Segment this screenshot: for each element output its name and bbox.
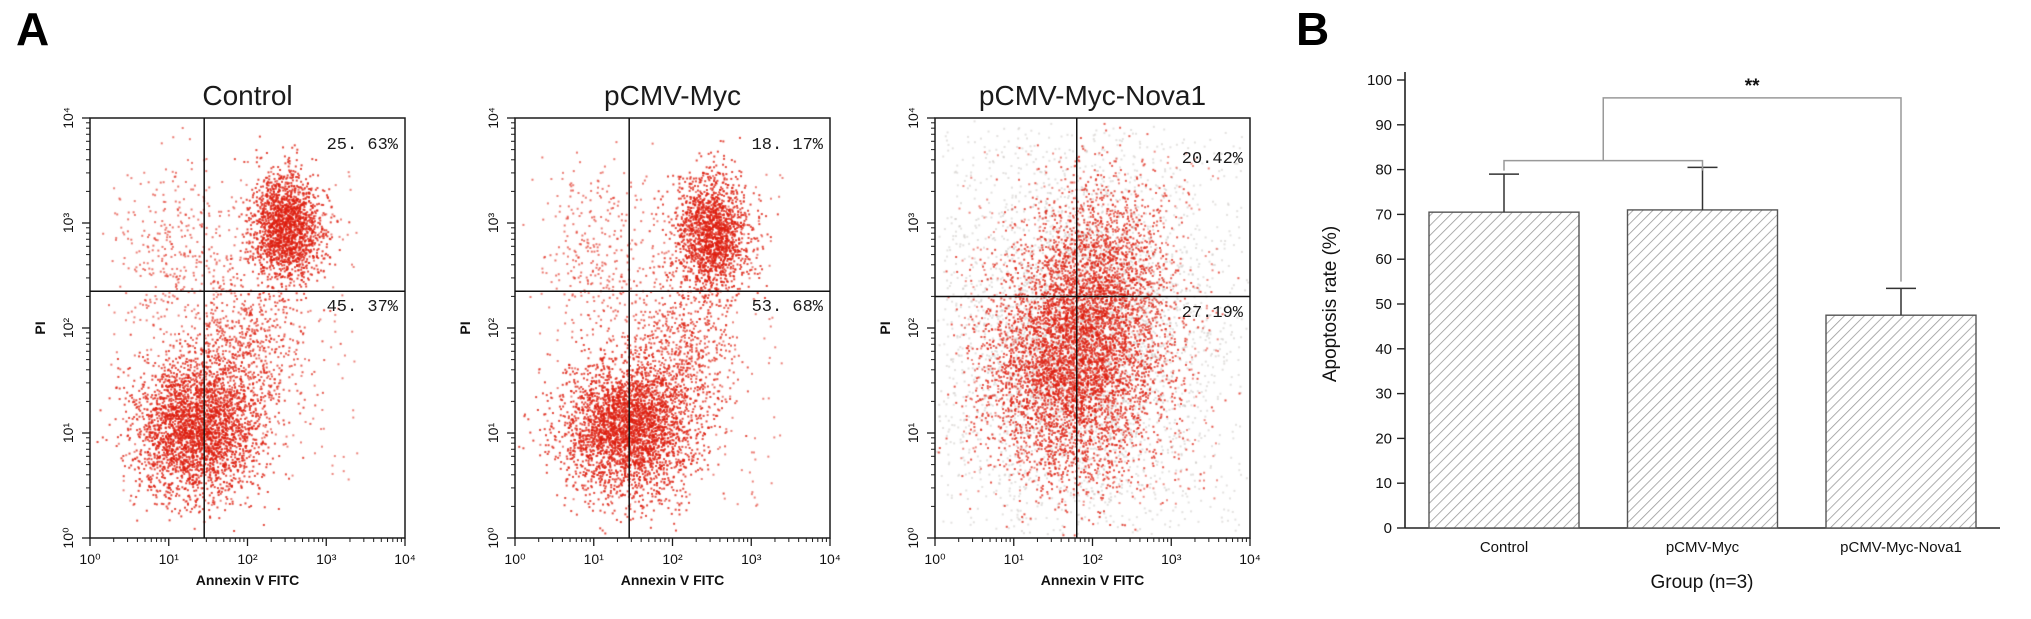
- significance-label: **: [1745, 76, 1760, 97]
- x-tick-label: 10³: [1161, 551, 1182, 567]
- y-tick-label: 10²: [485, 318, 501, 339]
- panel-a-label: A: [16, 3, 50, 55]
- x-tick-label: 10³: [316, 551, 337, 567]
- y-tick-label: 10¹: [485, 423, 501, 444]
- y-tick-label: 10²: [60, 318, 76, 339]
- y-tick-label: 10⁴: [905, 107, 921, 129]
- x-tick-label: 10⁴: [394, 551, 416, 567]
- y-tick-label: 30: [1375, 386, 1392, 403]
- quadrant-lower-right-pct: 53. 68%: [751, 298, 823, 317]
- quadrant-upper-right-pct: 20.42%: [1181, 150, 1243, 169]
- y-tick-label: 60: [1375, 251, 1392, 268]
- bracket-lower: [1503, 159, 1704, 171]
- flow-plot-pcmv-myc-nova1: pCMV-Myc-Nova1 10⁰10⁰10¹10¹10²10²10³10³1…: [875, 60, 1295, 590]
- y-axis-label: PI: [457, 321, 473, 335]
- y-tick-label: 10³: [60, 213, 76, 234]
- quadrant-lower-right-pct: 27.19%: [1181, 304, 1243, 323]
- y-tick-label: 10³: [485, 213, 501, 234]
- y-tick-label: 10¹: [60, 423, 76, 444]
- y-tick-label: 10¹: [905, 423, 921, 444]
- y-tick-label: 10⁴: [60, 107, 76, 129]
- x-tick-label: 10³: [741, 551, 762, 567]
- quadrant-upper-right-pct: 18. 17%: [751, 136, 823, 155]
- y-tick-label: 90: [1375, 117, 1392, 134]
- x-tick-label: 10¹: [159, 551, 180, 567]
- x-axis-label: Annexin V FITC: [1040, 572, 1145, 588]
- y-tick-label: 10⁰: [60, 527, 76, 549]
- y-tick-label: 10⁰: [905, 527, 921, 549]
- plot-frame: [514, 117, 831, 539]
- scatter-dots-canvas: [875, 60, 1295, 590]
- quadrant-lower-right-pct: 45. 37%: [326, 298, 398, 317]
- y-tick-label: 10³: [905, 213, 921, 234]
- x-tick-label: 10¹: [584, 551, 605, 567]
- bar-1: [1626, 209, 1779, 529]
- y-axis-label: PI: [877, 321, 893, 335]
- significance-bracket-group: [1503, 97, 1902, 282]
- y-tick-label: 50: [1375, 296, 1392, 313]
- x-tick-label: 10²: [662, 551, 683, 567]
- y-tick-label: 40: [1375, 341, 1392, 358]
- x-tick-label: 10⁰: [79, 551, 101, 567]
- y-tick-label: 70: [1375, 206, 1392, 223]
- x-tick-label: 10²: [1082, 551, 1103, 567]
- bar-x-axis-title: Group (n=3): [1651, 572, 1754, 593]
- scatter-dots-canvas: [455, 60, 875, 590]
- x-tick-label: 10⁴: [819, 551, 841, 567]
- bracket-upper: [1602, 97, 1902, 282]
- bar-chart-panel: 0 10 20 30 40 50 60 70 80 90 100 Control pCMV-Myc pC…: [1310, 28, 2022, 616]
- bars-group: Control pCMV-Myc pCMV-Myc-Nova1: [1428, 166, 1977, 556]
- y-tick-label: 100: [1367, 72, 1392, 89]
- y-tick-label: 20: [1375, 430, 1392, 447]
- bar-2: [1825, 314, 1977, 529]
- panel-b-label: B: [1296, 3, 1330, 55]
- bar-y-axis-title: Apoptosis rate (%): [1320, 226, 1341, 382]
- y-tick-label: 80: [1375, 162, 1392, 179]
- x-axis-label: Annexin V FITC: [195, 572, 300, 588]
- y-tick-label: 10⁴: [485, 107, 501, 129]
- y-tick-label: 10²: [905, 318, 921, 339]
- y-tick-label: 10: [1375, 475, 1392, 492]
- x-axis-label: Annexin V FITC: [620, 572, 725, 588]
- plot-frame: [934, 117, 1251, 539]
- flow-plot-pcmv-myc: pCMV-Myc 10⁰10⁰10¹10¹10²10²10³10³10⁴10⁴ …: [455, 60, 875, 590]
- y-axis-label: PI: [32, 321, 48, 335]
- x-tick-label: 10²: [237, 551, 258, 567]
- bar-0: [1428, 211, 1580, 529]
- bar-category-label: pCMV-Myc-Nova1: [1840, 539, 1962, 556]
- x-tick-label: 10⁰: [924, 551, 946, 567]
- y-tick-label: 10⁰: [485, 527, 501, 549]
- quadrant-upper-right-pct: 25. 63%: [326, 136, 398, 155]
- y-tick-label: 0: [1384, 520, 1392, 537]
- x-tick-label: 10⁴: [1239, 551, 1261, 567]
- x-tick-label: 10¹: [1004, 551, 1025, 567]
- bar-chart-svg: 0 10 20 30 40 50 60 70 80 90 100 Control pCMV-Myc pC…: [1320, 72, 2000, 593]
- plot-frame: [89, 117, 406, 539]
- bar-category-label: pCMV-Myc: [1666, 539, 1740, 556]
- x-tick-label: 10⁰: [504, 551, 526, 567]
- bar-category-label: Control: [1480, 539, 1528, 556]
- scatter-dots-canvas: [30, 60, 450, 590]
